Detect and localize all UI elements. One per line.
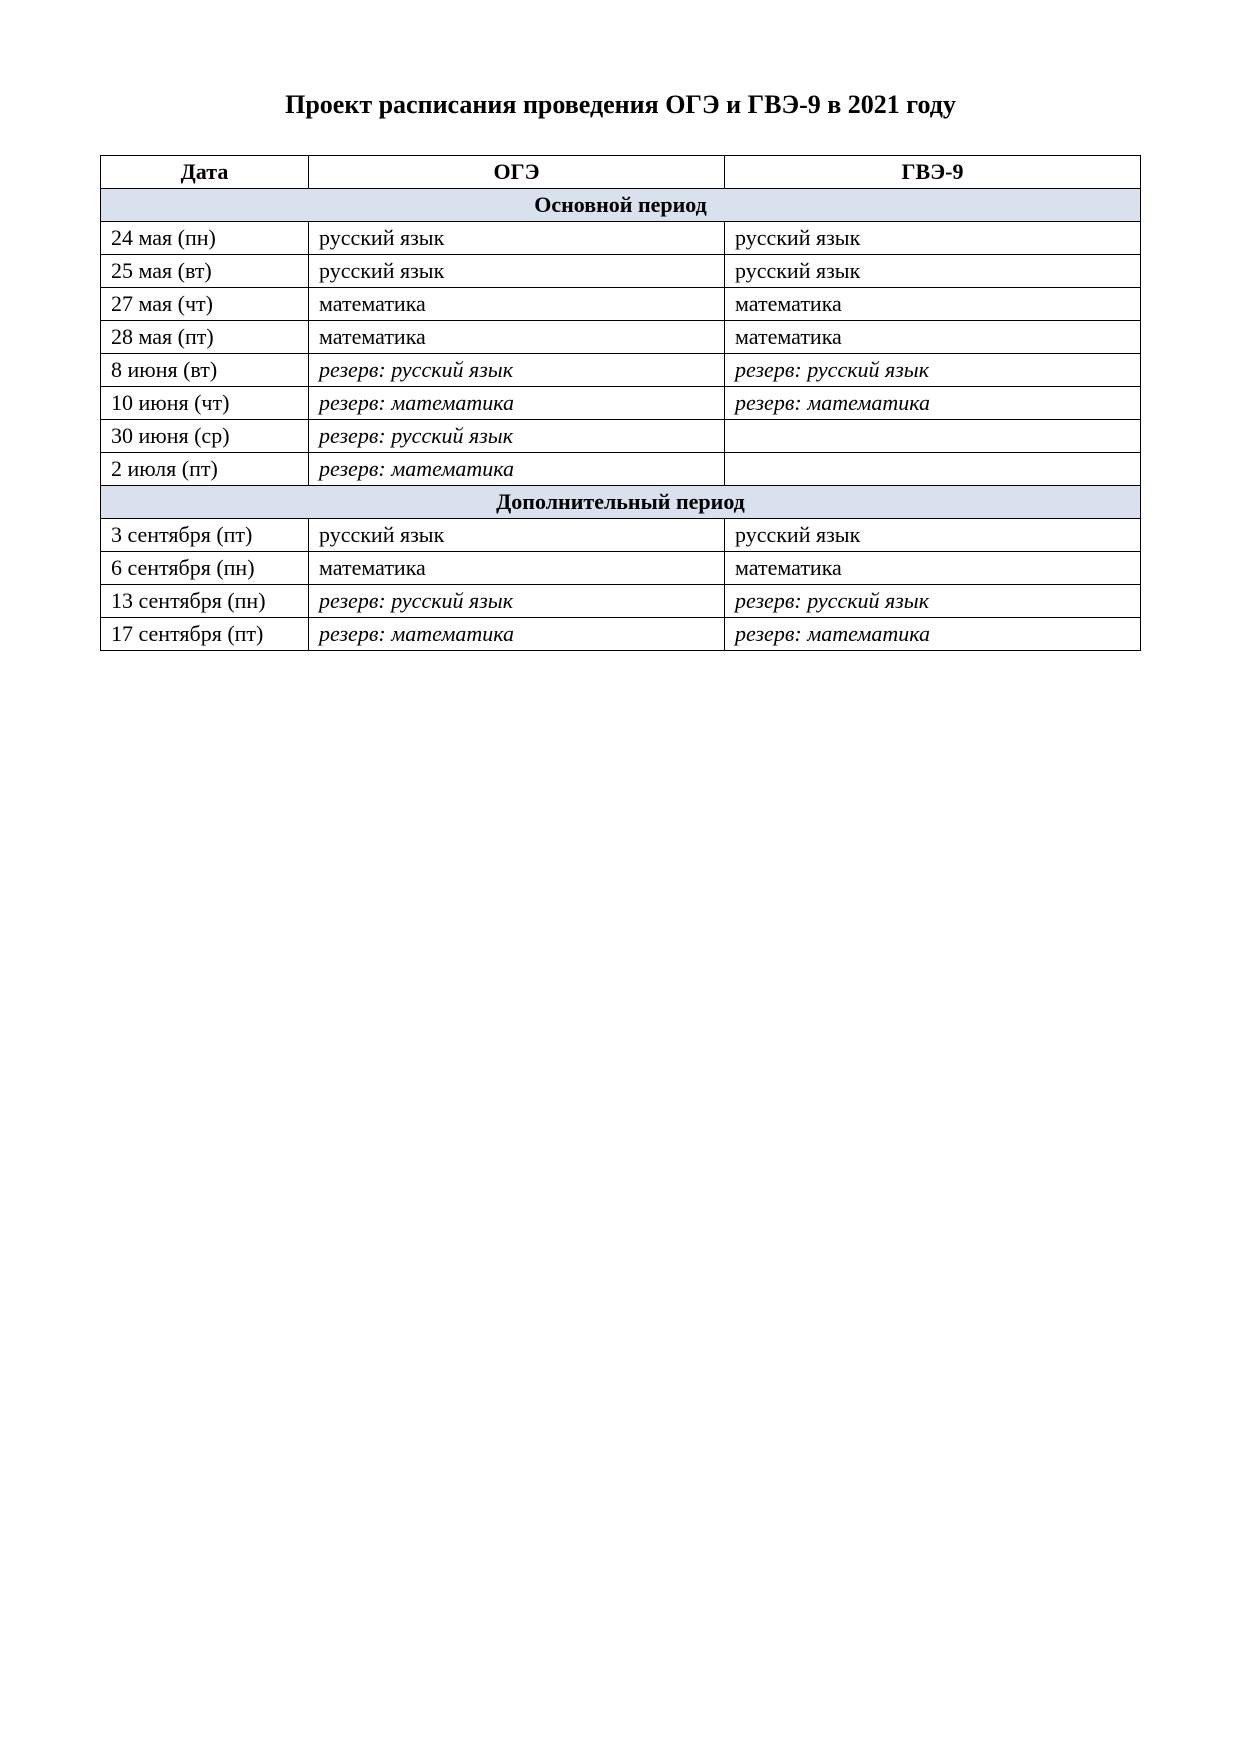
cell-date: 30 июня (ср) xyxy=(101,420,309,453)
cell-date: 25 мая (вт) xyxy=(101,255,309,288)
table-row: 27 мая (чт)математикаматематика xyxy=(101,288,1141,321)
cell-date: 24 мая (пн) xyxy=(101,222,309,255)
table-row: 10 июня (чт)резерв: математикарезерв: ма… xyxy=(101,387,1141,420)
cell-oge: резерв: русский язык xyxy=(309,354,725,387)
cell-gve: русский язык xyxy=(725,255,1141,288)
schedule-table: Дата ОГЭ ГВЭ-9 Основной период24 мая (пн… xyxy=(100,155,1141,651)
table-row: 25 мая (вт)русский языкрусский язык xyxy=(101,255,1141,288)
cell-oge: русский язык xyxy=(309,255,725,288)
cell-gve xyxy=(725,453,1141,486)
table-row: 3 сентября (пт)русский языкрусский язык xyxy=(101,519,1141,552)
cell-oge: русский язык xyxy=(309,519,725,552)
section-header-row: Дополнительный период xyxy=(101,486,1141,519)
cell-date: 3 сентября (пт) xyxy=(101,519,309,552)
cell-gve xyxy=(725,420,1141,453)
cell-gve: резерв: математика xyxy=(725,618,1141,651)
cell-oge: резерв: русский язык xyxy=(309,420,725,453)
section-header: Дополнительный период xyxy=(101,486,1141,519)
header-oge: ОГЭ xyxy=(309,156,725,189)
header-date: Дата xyxy=(101,156,309,189)
table-header-row: Дата ОГЭ ГВЭ-9 xyxy=(101,156,1141,189)
cell-date: 10 июня (чт) xyxy=(101,387,309,420)
cell-oge: математика xyxy=(309,321,725,354)
cell-date: 17 сентября (пт) xyxy=(101,618,309,651)
cell-date: 8 июня (вт) xyxy=(101,354,309,387)
cell-date: 28 мая (пт) xyxy=(101,321,309,354)
cell-gve: русский язык xyxy=(725,222,1141,255)
cell-date: 6 сентября (пн) xyxy=(101,552,309,585)
cell-oge: математика xyxy=(309,552,725,585)
cell-oge: резерв: математика xyxy=(309,453,725,486)
table-row: 8 июня (вт)резерв: русский языкрезерв: р… xyxy=(101,354,1141,387)
cell-gve: математика xyxy=(725,552,1141,585)
table-row: 13 сентября (пн)резерв: русский языкрезе… xyxy=(101,585,1141,618)
cell-oge: русский язык xyxy=(309,222,725,255)
table-row: 30 июня (ср)резерв: русский язык xyxy=(101,420,1141,453)
cell-oge: резерв: математика xyxy=(309,387,725,420)
table-row: 17 сентября (пт)резерв: математикарезерв… xyxy=(101,618,1141,651)
table-row: 2 июля (пт)резерв: математика xyxy=(101,453,1141,486)
table-row: 24 мая (пн)русский языкрусский язык xyxy=(101,222,1141,255)
cell-gve: резерв: русский язык xyxy=(725,354,1141,387)
table-row: 6 сентября (пн)математикаматематика xyxy=(101,552,1141,585)
table-row: 28 мая (пт)математикаматематика xyxy=(101,321,1141,354)
cell-oge: резерв: математика xyxy=(309,618,725,651)
cell-date: 27 мая (чт) xyxy=(101,288,309,321)
cell-gve: математика xyxy=(725,321,1141,354)
cell-gve: резерв: математика xyxy=(725,387,1141,420)
section-header-row: Основной период xyxy=(101,189,1141,222)
cell-gve: русский язык xyxy=(725,519,1141,552)
page-title: Проект расписания проведения ОГЭ и ГВЭ-9… xyxy=(100,90,1141,120)
cell-oge: резерв: русский язык xyxy=(309,585,725,618)
section-header: Основной период xyxy=(101,189,1141,222)
cell-oge: математика xyxy=(309,288,725,321)
cell-gve: резерв: русский язык xyxy=(725,585,1141,618)
cell-date: 13 сентября (пн) xyxy=(101,585,309,618)
header-gve: ГВЭ-9 xyxy=(725,156,1141,189)
cell-gve: математика xyxy=(725,288,1141,321)
cell-date: 2 июля (пт) xyxy=(101,453,309,486)
